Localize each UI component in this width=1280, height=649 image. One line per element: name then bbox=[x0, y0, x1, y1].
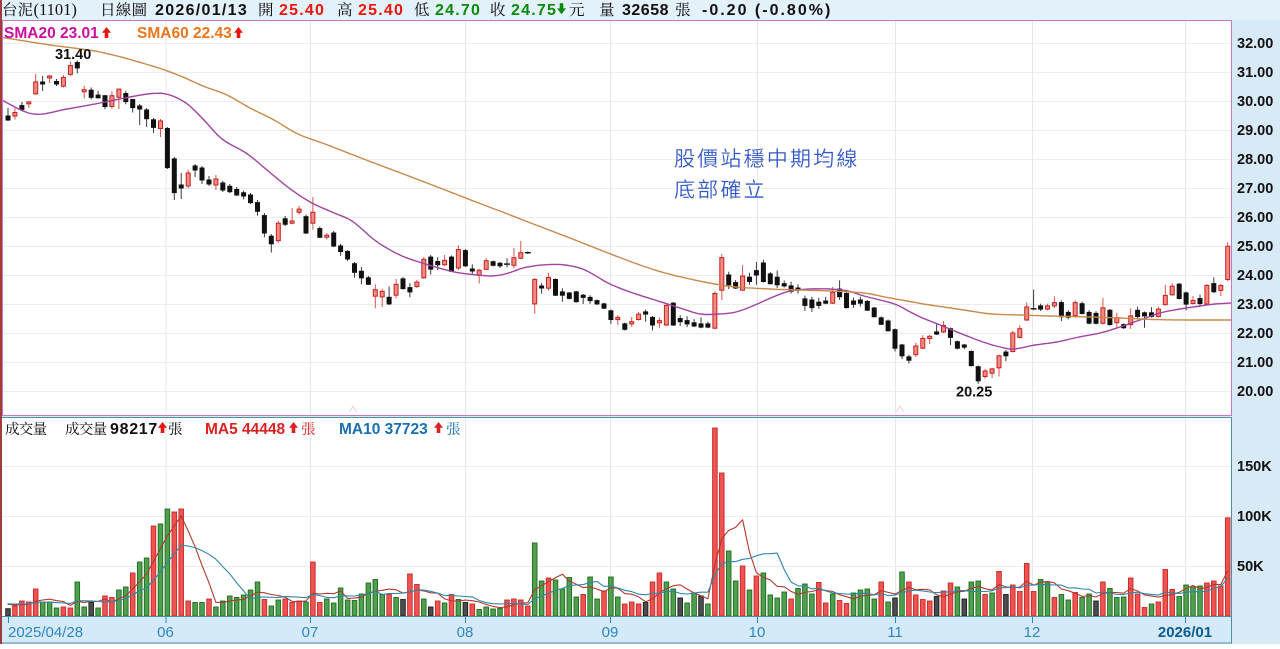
svg-text:24.75: 24.75 bbox=[511, 2, 557, 19]
svg-text:20.00: 20.00 bbox=[1237, 384, 1273, 400]
svg-text:07: 07 bbox=[302, 624, 319, 641]
svg-text:11: 11 bbox=[887, 624, 903, 641]
svg-text:50K: 50K bbox=[1237, 559, 1264, 575]
svg-text:MA10 37723: MA10 37723 bbox=[339, 421, 428, 438]
svg-text:09: 09 bbox=[602, 624, 619, 641]
svg-text:100K: 100K bbox=[1237, 509, 1272, 525]
svg-text:(1101): (1101) bbox=[34, 0, 77, 19]
svg-text:27.00: 27.00 bbox=[1237, 181, 1273, 197]
svg-text:23.00: 23.00 bbox=[1237, 297, 1273, 313]
svg-text:30.00: 30.00 bbox=[1237, 94, 1273, 110]
svg-text:SMA60 22.43: SMA60 22.43 bbox=[137, 25, 232, 42]
svg-text:25.00: 25.00 bbox=[1237, 239, 1273, 255]
svg-text:21.00: 21.00 bbox=[1237, 355, 1273, 371]
svg-text:2026/01: 2026/01 bbox=[1158, 624, 1212, 641]
svg-text:24.00: 24.00 bbox=[1237, 268, 1273, 284]
svg-text:SMA20 23.01: SMA20 23.01 bbox=[4, 25, 99, 42]
svg-text:12: 12 bbox=[1024, 624, 1041, 641]
svg-text:08: 08 bbox=[457, 624, 474, 641]
svg-text:150K: 150K bbox=[1237, 459, 1272, 475]
svg-text:MA5 44448: MA5 44448 bbox=[205, 421, 286, 438]
svg-text:31.40: 31.40 bbox=[55, 47, 91, 63]
svg-text:06: 06 bbox=[157, 624, 174, 641]
svg-text:32.00: 32.00 bbox=[1237, 36, 1273, 52]
svg-text:29.00: 29.00 bbox=[1237, 123, 1273, 139]
svg-text:2026/01/13: 2026/01/13 bbox=[155, 2, 248, 19]
svg-text:25.40: 25.40 bbox=[279, 2, 325, 19]
svg-text:20.25: 20.25 bbox=[956, 385, 992, 401]
svg-text:10: 10 bbox=[749, 624, 766, 641]
svg-text:2025/04/28: 2025/04/28 bbox=[8, 624, 83, 641]
svg-text:22.00: 22.00 bbox=[1237, 326, 1273, 342]
svg-text:25.40: 25.40 bbox=[358, 2, 404, 19]
svg-text:24.70: 24.70 bbox=[435, 2, 481, 19]
svg-text:31.00: 31.00 bbox=[1237, 65, 1273, 81]
svg-text:28.00: 28.00 bbox=[1237, 152, 1273, 168]
svg-text:-0.20 (-0.80%): -0.20 (-0.80%) bbox=[702, 2, 832, 19]
svg-text:26.00: 26.00 bbox=[1237, 210, 1273, 226]
svg-text:98217: 98217 bbox=[110, 421, 158, 438]
svg-text:32658: 32658 bbox=[622, 2, 669, 19]
